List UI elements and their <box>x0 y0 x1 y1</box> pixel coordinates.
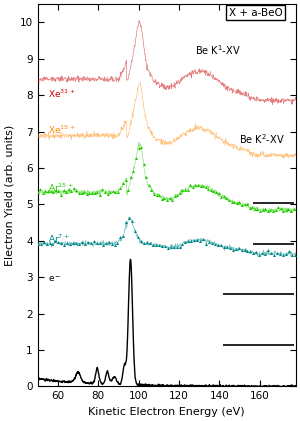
X-axis label: Kinetic Electron Energy (eV): Kinetic Electron Energy (eV) <box>88 407 245 417</box>
Text: Be K$^1$-XV: Be K$^1$-XV <box>195 43 241 56</box>
Text: Xe$^{31+}$: Xe$^{31+}$ <box>48 87 75 99</box>
Y-axis label: Electron Yield (arb. units): Electron Yield (arb. units) <box>4 125 14 266</box>
Text: Ar$^{15+}$: Ar$^{15+}$ <box>48 182 74 194</box>
Text: Ar$^{7+}$: Ar$^{7+}$ <box>48 233 70 245</box>
Text: Xe$^{15+}$: Xe$^{15+}$ <box>48 123 75 136</box>
Text: Be K$^2$-XV: Be K$^2$-XV <box>239 132 285 146</box>
Text: e$^-$: e$^-$ <box>48 274 61 284</box>
Text: X + a-BeO: X + a-BeO <box>229 8 282 18</box>
